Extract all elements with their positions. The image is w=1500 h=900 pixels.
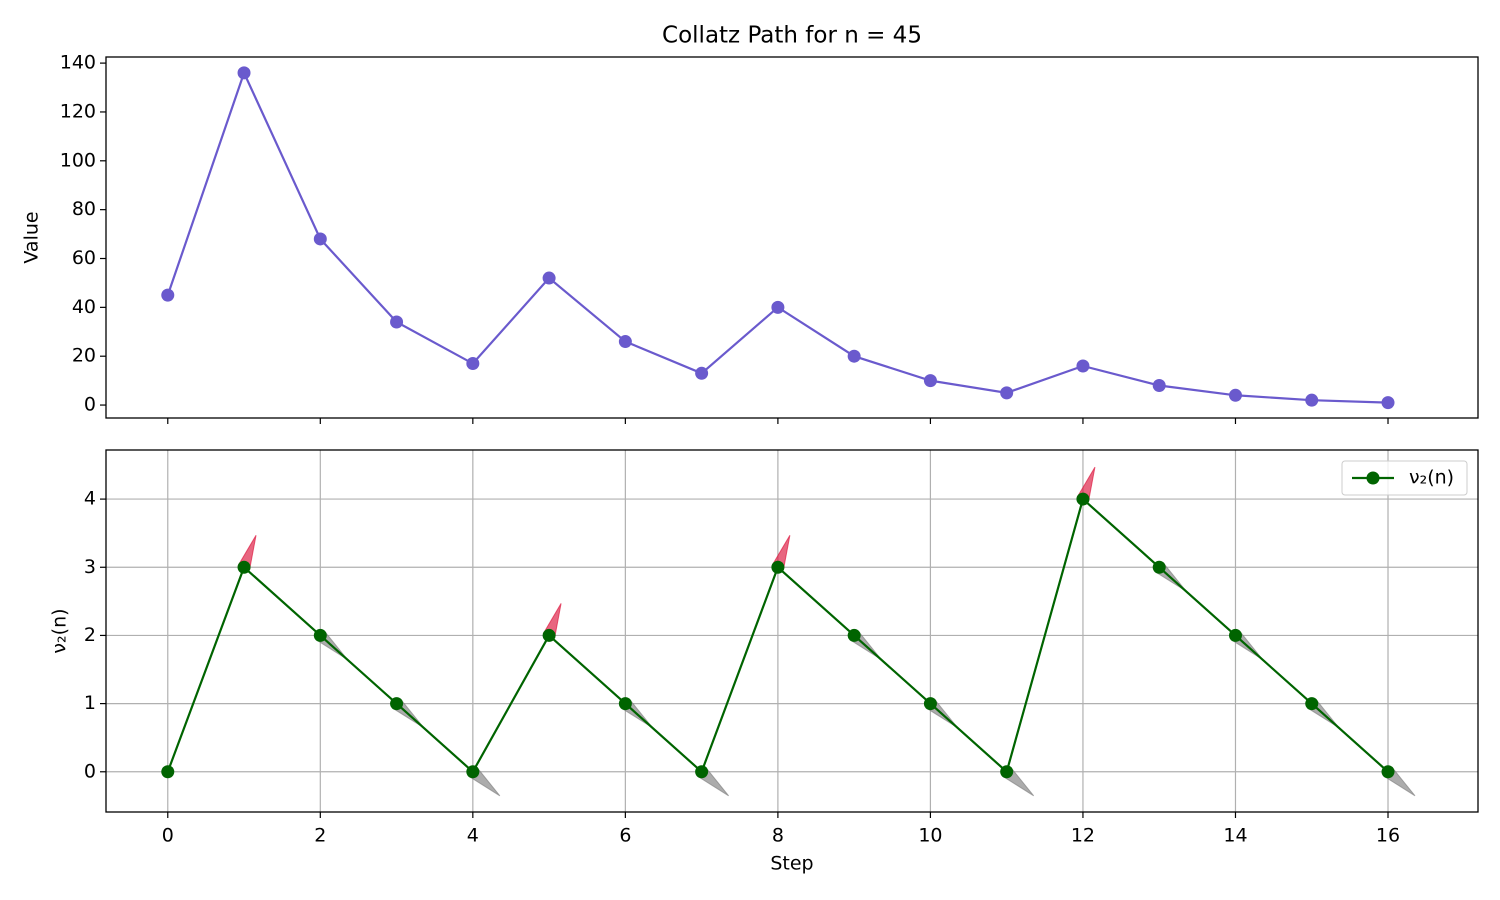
x-tick-label: 16 <box>1376 825 1400 847</box>
y-tick-label: 20 <box>72 345 96 367</box>
data-point <box>1152 560 1166 574</box>
y-axis-label: Value <box>21 211 43 263</box>
data-point <box>771 560 785 574</box>
data-point <box>1076 492 1090 506</box>
y-tick-label: 100 <box>60 149 96 171</box>
data-point <box>313 628 327 642</box>
data-point <box>390 697 404 711</box>
data-point <box>618 335 632 349</box>
data-point <box>466 765 480 779</box>
data-point <box>1305 393 1319 407</box>
data-point <box>923 374 937 388</box>
data-point <box>695 366 709 380</box>
data-point <box>466 357 480 371</box>
data-point <box>847 349 861 363</box>
axes-frame <box>105 56 1479 419</box>
legend-label: ν₂(n) <box>1409 467 1454 489</box>
y-tick-label: 3 <box>84 556 96 578</box>
data-point <box>923 697 937 711</box>
legend-marker <box>1366 471 1380 485</box>
data-point <box>1000 765 1014 779</box>
data-point <box>695 765 709 779</box>
data-point <box>1152 379 1166 393</box>
y-tick-label: 0 <box>84 760 96 782</box>
data-point <box>1076 359 1090 373</box>
data-point <box>161 765 175 779</box>
y-tick-label: 40 <box>72 296 96 318</box>
data-point <box>1000 386 1014 400</box>
x-tick-label: 6 <box>619 825 631 847</box>
x-tick-label: 4 <box>467 825 479 847</box>
data-point <box>161 288 175 302</box>
data-point <box>1228 388 1242 402</box>
legend-frame <box>1341 460 1468 496</box>
y-tick-label: 120 <box>60 100 96 122</box>
data-point <box>1381 396 1395 410</box>
data-point <box>542 271 556 285</box>
data-point <box>390 315 404 329</box>
y-tick-label: 0 <box>84 394 96 416</box>
data-point <box>1228 628 1242 642</box>
data-point <box>313 232 327 246</box>
legend: ν₂(n) <box>1341 460 1468 496</box>
chart-title: Collatz Path for n = 45 <box>662 23 922 49</box>
axes-frame <box>105 449 1479 813</box>
x-tick-label: 10 <box>918 825 942 847</box>
y-tick-label: 1 <box>84 692 96 714</box>
x-tick-label: 14 <box>1223 825 1247 847</box>
y-tick-label: 2 <box>84 624 96 646</box>
x-tick-label: 0 <box>162 825 174 847</box>
y-tick-label: 140 <box>60 52 96 74</box>
data-point <box>1305 697 1319 711</box>
y-tick-label: 80 <box>72 198 96 220</box>
y-tick-label: 60 <box>72 247 96 269</box>
x-axis-label: Step <box>770 853 813 875</box>
data-point <box>542 628 556 642</box>
x-tick-label: 2 <box>314 825 326 847</box>
data-point <box>771 300 785 314</box>
y-tick-label: 4 <box>84 488 96 510</box>
data-point <box>237 560 251 574</box>
x-tick-label: 12 <box>1071 825 1095 847</box>
data-point <box>237 66 251 80</box>
y-axis-label: ν₂(n) <box>49 608 71 653</box>
data-point <box>618 697 632 711</box>
data-point <box>847 628 861 642</box>
data-point <box>1381 765 1395 779</box>
x-tick-label: 8 <box>772 825 784 847</box>
